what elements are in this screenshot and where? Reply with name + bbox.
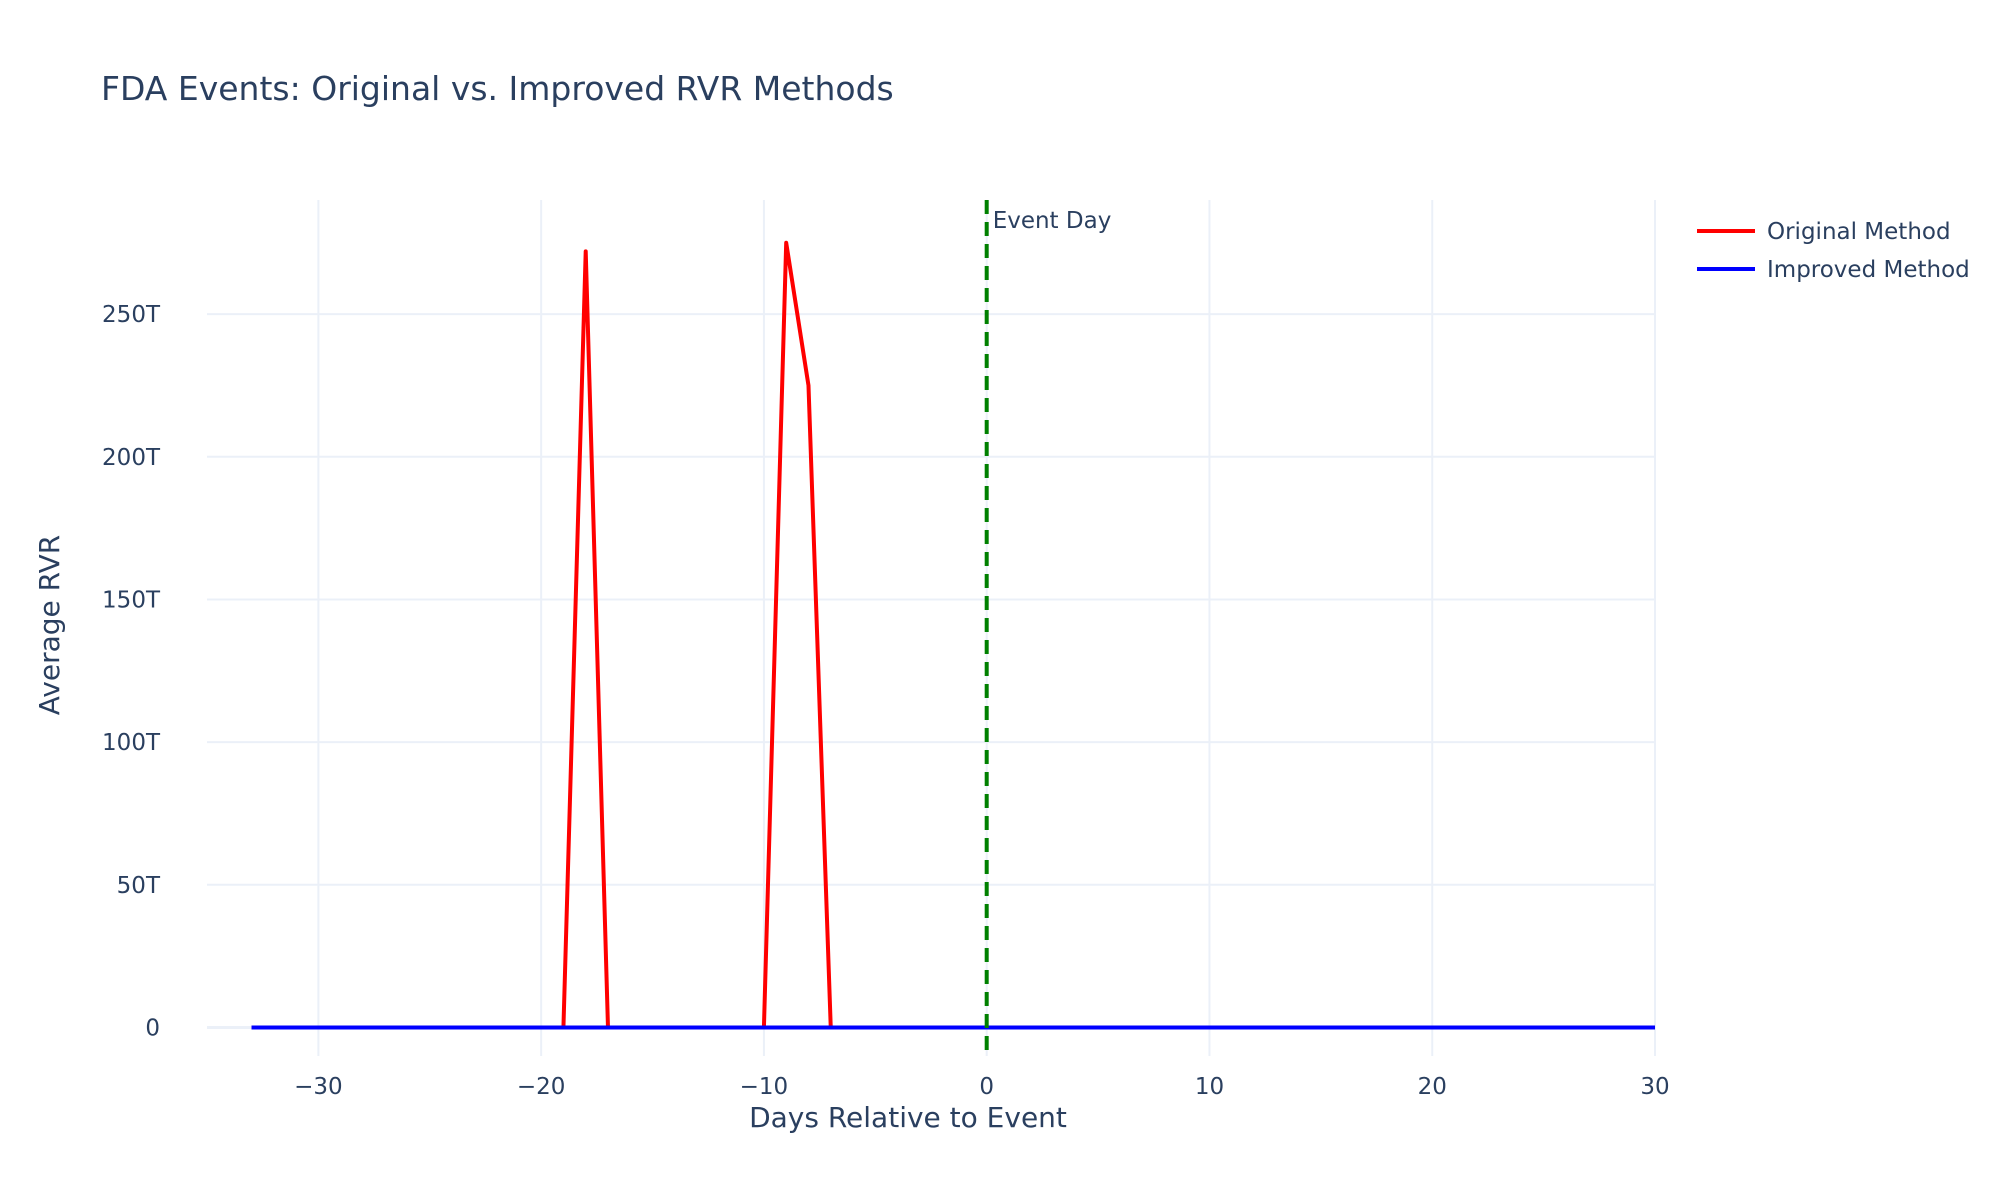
x-tick-label: 30: [1640, 1074, 1669, 1100]
tick-layer: −30 −20 −10 0 10 20 30 0 50T 100T 150T 200T 250T: [102, 302, 1670, 1100]
y-axis-title: Average RVR: [33, 535, 66, 715]
x-axis-title: Days Relative to Event: [749, 1101, 1067, 1134]
annotation-layer: Event Day: [984, 200, 1112, 1056]
y-tick-label: 0: [145, 1015, 160, 1041]
legend-label: Improved Method: [1767, 257, 1970, 283]
y-tick-label: 100T: [102, 730, 161, 756]
legend: Original Method Improved Method: [1697, 219, 1970, 283]
x-tick-label: 20: [1418, 1074, 1447, 1100]
grid-layer: [207, 200, 1656, 1056]
x-tick-label: −30: [294, 1074, 343, 1100]
series-layer: [251, 240, 1655, 1030]
y-tick-label: 250T: [102, 302, 161, 328]
y-tick-label: 50T: [117, 873, 161, 899]
x-tick-label: 10: [1195, 1074, 1224, 1100]
y-tick-label: 200T: [102, 445, 161, 471]
series-line-original-method: [251, 240, 1655, 1030]
x-tick-label: 0: [979, 1074, 994, 1100]
legend-label: Original Method: [1767, 219, 1951, 245]
x-tick-label: −20: [517, 1074, 566, 1100]
chart-title: FDA Events: Original vs. Improved RVR Me…: [101, 69, 894, 108]
y-tick-label: 150T: [102, 587, 161, 613]
x-tick-label: −10: [740, 1074, 789, 1100]
event-day-label: Event Day: [993, 208, 1112, 234]
